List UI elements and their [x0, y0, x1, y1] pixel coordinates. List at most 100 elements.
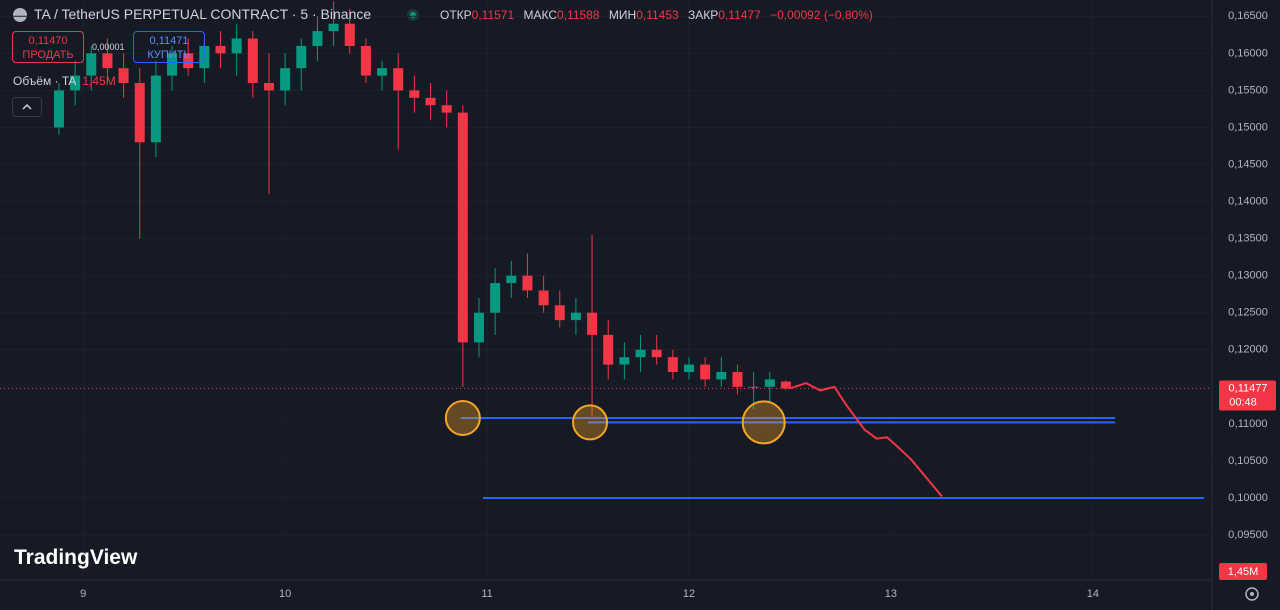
- plot: 0,095000,100000,105000,110000,115000,120…: [0, 0, 1268, 600]
- candle-body: [506, 275, 517, 284]
- x-tick-label: 13: [885, 588, 897, 600]
- candle-body: [667, 357, 678, 372]
- candle-body: [425, 97, 436, 106]
- x-tick-label: 11: [481, 588, 492, 600]
- y-tick-label: 0,09500: [1228, 529, 1268, 541]
- y-tick-label: 0,16500: [1228, 10, 1268, 22]
- sell-button[interactable]: 0,11470 ПРОДАТЬ: [12, 31, 84, 63]
- candle-body: [53, 90, 64, 128]
- candle-body: [441, 105, 452, 113]
- candle-body: [409, 90, 420, 98]
- x-tick-label: 14: [1087, 588, 1099, 600]
- candle-body: [393, 68, 404, 91]
- volume-label: Объём · TA: [13, 74, 77, 88]
- settings-icon[interactable]: [1245, 587, 1259, 601]
- y-tick-label: 0,15500: [1228, 84, 1268, 96]
- candle-body: [377, 68, 388, 76]
- candle-body: [215, 45, 226, 54]
- candle-body: [748, 386, 759, 388]
- x-tick-label: 9: [80, 588, 86, 600]
- ohlc-legend: ОТКР0,11571 МАКС0,11588 МИН0,11453 ЗАКР0…: [440, 8, 879, 22]
- candle-body: [619, 357, 630, 365]
- collapse-button[interactable]: [12, 97, 42, 117]
- candle-body: [554, 305, 565, 321]
- ohlc-value: 0,11477: [718, 8, 761, 22]
- buy-button[interactable]: 0,11471 КУПИТЬ: [133, 31, 205, 63]
- volume-legend: Объём · TA 1,45M: [13, 74, 116, 88]
- spread: 0,00001: [92, 42, 125, 52]
- candle-body: [683, 364, 694, 372]
- y-tick-label: 0,13000: [1228, 270, 1268, 282]
- volume-value: 1,45M: [82, 74, 116, 88]
- candle-body: [296, 45, 307, 69]
- candle-body: [716, 371, 727, 380]
- sell-label: ПРОДАТЬ: [22, 49, 74, 61]
- candle-body: [780, 381, 791, 389]
- candle-body: [102, 53, 113, 69]
- volume-axis-label: 1,45M: [1228, 566, 1259, 578]
- candle-body: [167, 53, 178, 76]
- ohlc-label: ОТКР: [440, 8, 472, 22]
- candle-body: [764, 379, 775, 387]
- y-tick-label: 0,12000: [1228, 344, 1268, 356]
- y-tick-label: 0,13500: [1228, 233, 1268, 245]
- candle-body: [70, 75, 81, 91]
- countdown: 00:48: [1229, 396, 1257, 408]
- chevron: [22, 103, 32, 110]
- collapse-icon: [22, 103, 32, 110]
- symbol-title[interactable]: TA / TetherUS PERPETUAL CONTRACT · 5 · B…: [34, 6, 372, 22]
- projection-path: [788, 382, 943, 497]
- sell-price: 0,11470: [28, 35, 68, 47]
- candle-body: [457, 112, 468, 343]
- candle-body: [344, 23, 355, 46]
- highlight-circle: [444, 399, 481, 436]
- buy-price: 0,11471: [149, 35, 189, 47]
- candle-body: [635, 349, 646, 358]
- candle-body: [570, 312, 581, 321]
- candle-body: [183, 53, 194, 69]
- candle-body: [522, 275, 533, 291]
- candle-body: [247, 38, 258, 83]
- candle-body: [134, 82, 145, 143]
- candle-body: [603, 334, 614, 365]
- y-tick-label: 0,10500: [1228, 455, 1268, 467]
- volume-axis-box: [1219, 563, 1267, 580]
- y-tick-label: 0,14000: [1228, 195, 1268, 207]
- last-price-box: [1219, 380, 1276, 411]
- candle-body: [360, 45, 371, 76]
- ohlc-value: 0,11588: [557, 8, 600, 22]
- candle-body: [280, 68, 291, 91]
- y-tick-label: 0,10000: [1228, 492, 1268, 504]
- settings-icon-center: [1250, 592, 1254, 596]
- y-tick-label: 0,15000: [1228, 121, 1268, 133]
- highlight-circle: [572, 404, 609, 441]
- candle-body: [328, 23, 339, 32]
- last-price-label: 0,11477: [1229, 382, 1268, 394]
- candle-body: [312, 31, 323, 46]
- candle-body: [263, 82, 274, 91]
- candle-body: [150, 75, 161, 143]
- x-tick-label: 12: [683, 588, 695, 600]
- market-status-dot: [410, 12, 416, 18]
- candle-body: [231, 38, 242, 54]
- buy-label: КУПИТЬ: [147, 49, 191, 61]
- highlight-circle: [741, 400, 786, 445]
- y-tick-label: 0,16000: [1228, 47, 1268, 59]
- candle-body: [473, 312, 484, 343]
- ohlc-value: 0,11571: [471, 8, 515, 22]
- ohlc-label: МИН: [608, 8, 637, 22]
- x-tick-label: 10: [279, 588, 291, 600]
- ohlc-value: 0,11453: [636, 8, 679, 22]
- candle-body: [538, 290, 549, 306]
- symbol-icon: [13, 8, 27, 22]
- branding: TradingView: [14, 546, 138, 569]
- candle-body: [700, 364, 711, 380]
- y-tick-label: 0,14500: [1228, 158, 1268, 170]
- candle-body: [490, 283, 501, 313]
- ohlc-label: МАКС: [523, 8, 558, 22]
- ohlc-label: ЗАКР: [688, 8, 719, 22]
- y-tick-label: 0,11000: [1229, 418, 1268, 430]
